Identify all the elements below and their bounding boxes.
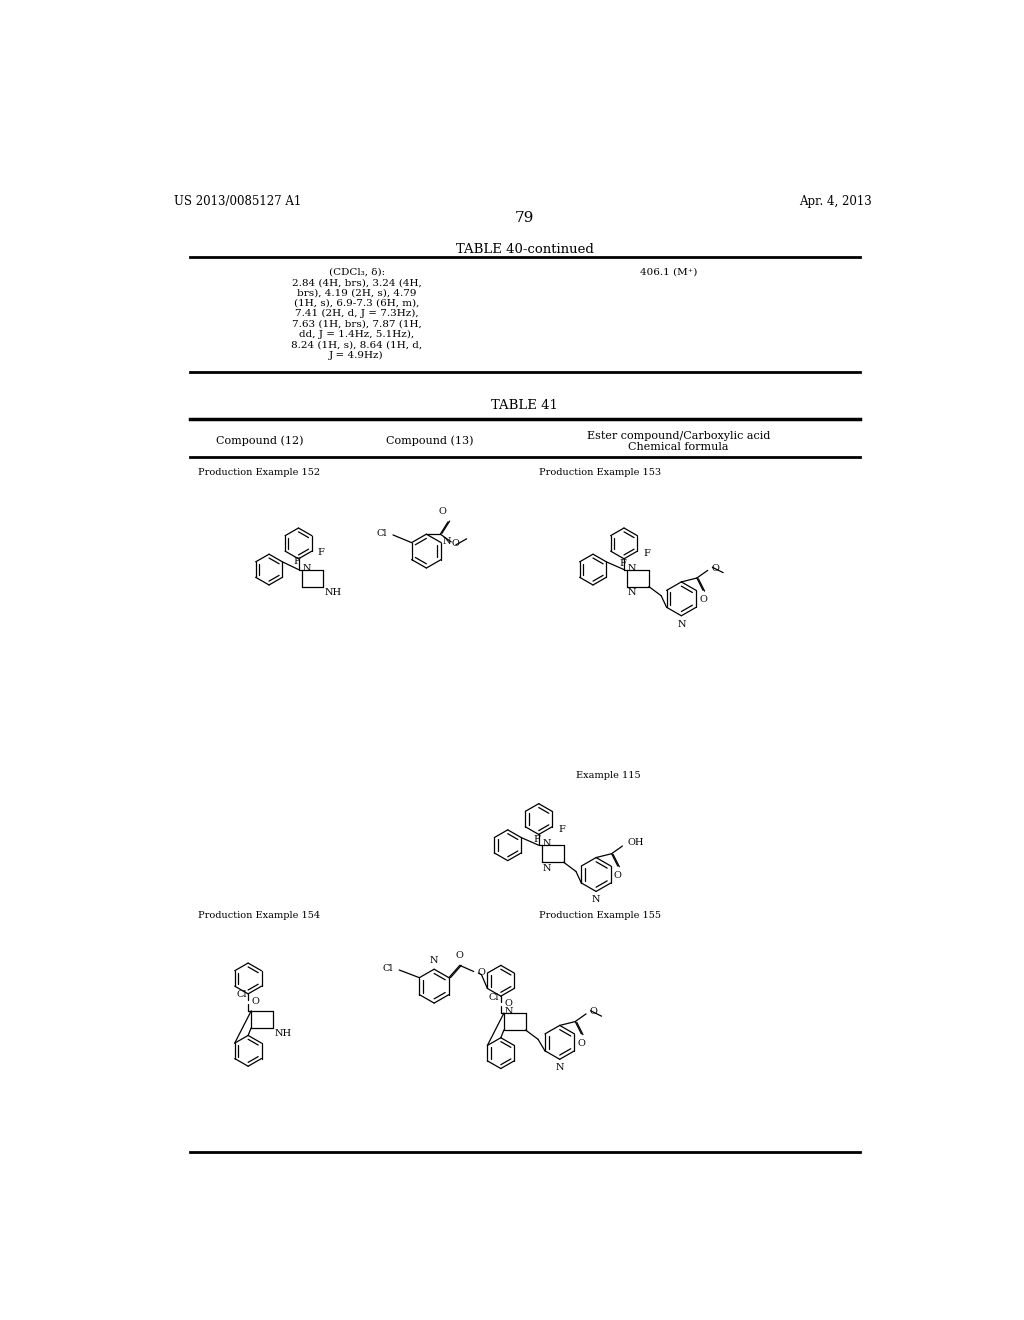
Text: Production Example 155: Production Example 155 bbox=[539, 911, 660, 920]
Text: O: O bbox=[699, 595, 707, 605]
Text: F: F bbox=[558, 825, 565, 833]
Text: Cl: Cl bbox=[376, 529, 387, 537]
Text: TABLE 41: TABLE 41 bbox=[492, 399, 558, 412]
Text: Cl: Cl bbox=[237, 990, 247, 999]
Text: N: N bbox=[430, 957, 438, 965]
Text: N: N bbox=[555, 1063, 564, 1072]
Text: O: O bbox=[452, 539, 459, 548]
Text: O: O bbox=[712, 564, 720, 573]
Text: 79: 79 bbox=[515, 211, 535, 224]
Text: N: N bbox=[628, 564, 636, 573]
Text: Example 115: Example 115 bbox=[575, 771, 641, 780]
Text: Ester compound/Carboxylic acid: Ester compound/Carboxylic acid bbox=[587, 430, 770, 441]
Text: N: N bbox=[543, 840, 551, 849]
Text: N: N bbox=[442, 537, 452, 546]
Text: Production Example 152: Production Example 152 bbox=[198, 469, 319, 477]
Text: Production Example 154: Production Example 154 bbox=[198, 911, 319, 920]
Text: F: F bbox=[294, 557, 300, 566]
Text: N: N bbox=[677, 619, 686, 628]
Text: US 2013/0085127 A1: US 2013/0085127 A1 bbox=[174, 195, 302, 209]
Text: OH: OH bbox=[627, 838, 644, 847]
Text: F: F bbox=[644, 549, 650, 558]
Text: O: O bbox=[252, 997, 260, 1006]
Text: Apr. 4, 2013: Apr. 4, 2013 bbox=[800, 195, 872, 209]
Text: (CDCl₃, δ):
2.84 (4H, brs), 3.24 (4H,
brs), 4.19 (2H, s), 4.79
(1H, s), 6.9-7.3 : (CDCl₃, δ): 2.84 (4H, brs), 3.24 (4H, br… bbox=[291, 268, 422, 360]
Text: Cl: Cl bbox=[383, 964, 393, 973]
Text: O: O bbox=[456, 950, 464, 960]
Text: Compound (13): Compound (13) bbox=[386, 436, 474, 446]
Text: NH: NH bbox=[274, 1028, 292, 1038]
Text: NH: NH bbox=[325, 589, 342, 597]
Text: N: N bbox=[505, 1007, 513, 1016]
Text: TABLE 40-continued: TABLE 40-continued bbox=[456, 243, 594, 256]
Text: F: F bbox=[620, 558, 626, 568]
Text: O: O bbox=[578, 1039, 586, 1048]
Text: Cl: Cl bbox=[488, 993, 500, 1002]
Text: F: F bbox=[534, 834, 541, 843]
Text: N: N bbox=[302, 564, 311, 573]
Text: O: O bbox=[505, 999, 513, 1008]
Text: O: O bbox=[477, 968, 485, 977]
Text: Compound (12): Compound (12) bbox=[216, 436, 303, 446]
Text: O: O bbox=[590, 1007, 598, 1016]
Text: F: F bbox=[317, 548, 324, 557]
Text: N: N bbox=[543, 863, 551, 873]
Text: N: N bbox=[628, 589, 636, 597]
Text: O: O bbox=[613, 871, 622, 879]
Text: N: N bbox=[592, 895, 600, 904]
Text: 406.1 (M⁺): 406.1 (M⁺) bbox=[640, 268, 697, 277]
Text: Production Example 153: Production Example 153 bbox=[539, 469, 660, 477]
Text: O: O bbox=[438, 507, 446, 516]
Text: Chemical formula: Chemical formula bbox=[628, 442, 728, 451]
